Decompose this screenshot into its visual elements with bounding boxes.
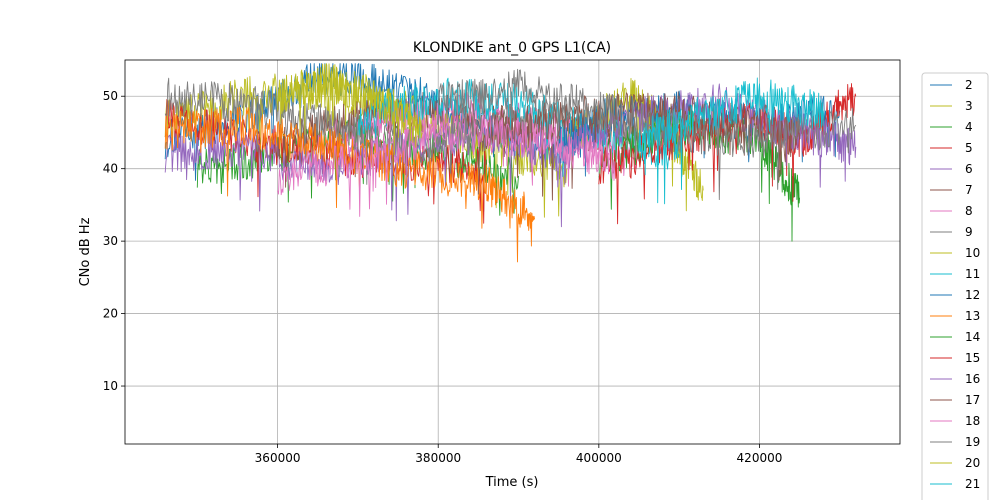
legend-label: 9 (965, 225, 973, 239)
plot-frame (124, 59, 901, 445)
x-tick-label: 360000 (255, 451, 301, 465)
legend-label: 20 (965, 456, 980, 470)
y-tick-label: 40 (103, 162, 118, 176)
x-axis-label: Time (s) (485, 475, 539, 490)
legend-label: 12 (965, 288, 980, 302)
legend-label: 13 (965, 309, 980, 323)
legend-label: 6 (965, 162, 973, 176)
legend-label: 16 (965, 372, 980, 386)
legend-label: 18 (965, 414, 980, 428)
y-tick-label: 10 (103, 379, 118, 393)
legend-label: 4 (965, 120, 973, 134)
legend: 2345678910111213141516171819202122 (921, 72, 989, 504)
legend-label: 17 (965, 393, 980, 407)
legend-label: 3 (965, 99, 973, 113)
legend-label: 15 (965, 351, 980, 365)
legend-label: 11 (965, 267, 980, 281)
legend-label: 2 (965, 78, 973, 92)
y-tick-label: 20 (103, 307, 118, 321)
legend-label: 10 (965, 246, 980, 260)
legend-label: 7 (965, 183, 973, 197)
legend-label: 5 (965, 141, 973, 155)
series-line-16 (558, 83, 857, 188)
y-tick-label: 30 (103, 234, 118, 248)
y-axis-ticks: 10 20 30 40 50 (103, 89, 125, 393)
chart-title: KLONDIKE ant_0 GPS L1(CA) (413, 40, 611, 56)
x-tick-label: 380000 (415, 451, 461, 465)
x-tick-label: 400000 (576, 451, 622, 465)
series-layer (164, 63, 857, 263)
x-tick-label: 420000 (737, 451, 783, 465)
y-tick-label: 50 (103, 89, 118, 103)
series-line-20 (277, 63, 423, 156)
legend-label: 19 (965, 435, 980, 449)
legend-label: 8 (965, 204, 973, 218)
series-line-9 (164, 77, 568, 185)
legend-label: 14 (965, 330, 980, 344)
legend-box (921, 72, 989, 504)
x-axis-ticks: 360000 380000 400000 420000 (255, 444, 783, 465)
y-axis-label: CNo dB Hz (78, 217, 93, 286)
series-line-19 (437, 68, 857, 201)
series-line-21 (638, 77, 825, 205)
legend-label: 21 (965, 477, 980, 491)
series-line-13 (164, 106, 536, 263)
